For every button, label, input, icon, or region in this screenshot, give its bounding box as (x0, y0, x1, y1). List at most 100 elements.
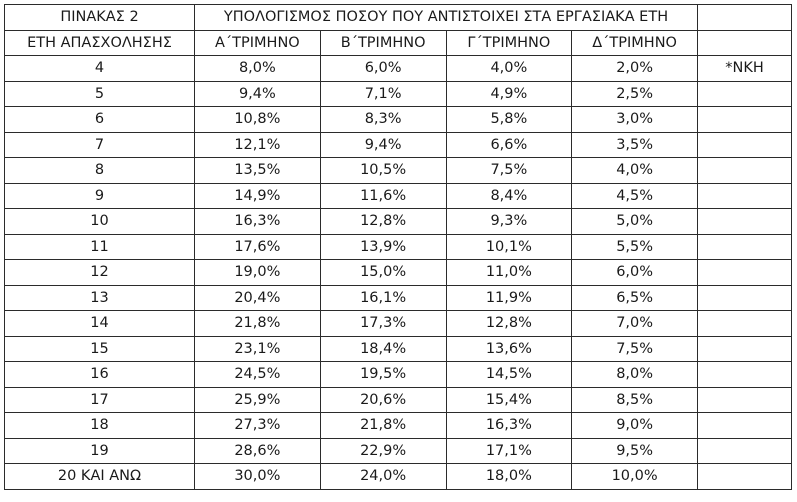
quarter-a-cell: 25,9% (194, 386, 321, 413)
years-cell: 10 (4, 208, 195, 235)
table-row: 20 ΚΑΙ ΑΝΩ 30,0% 24,0% 18,0% 10,0% (4, 463, 792, 490)
header-quarter-a: Α΄ΤΡΙΜΗΝΟ (194, 29, 321, 56)
header-quarter-b: Β΄ΤΡΙΜΗΝΟ (319, 29, 447, 56)
quarter-b-cell: 8,3% (319, 106, 447, 133)
quarter-c-cell: 9,3% (445, 208, 573, 235)
years-cell: 12 (4, 259, 195, 286)
title-row: ΠΙΝΑΚΑΣ 2 ΥΠΟΛΟΓΙΣΜΟΣ ΠΟΣΟΥ ΠΟΥ ΑΝΤΙΣΤΟΙ… (4, 4, 792, 31)
table-row: 7 12,1% 9,4% 6,6% 3,5% (4, 131, 792, 158)
percentage-table: ΠΙΝΑΚΑΣ 2 ΥΠΟΛΟΓΙΣΜΟΣ ΠΟΣΟΥ ΠΟΥ ΑΝΤΙΣΤΟΙ… (4, 4, 792, 490)
quarter-d-cell: 4,0% (571, 157, 698, 184)
table-row: 13 20,4% 16,1% 11,9% 6,5% (4, 284, 792, 311)
quarter-b-cell: 21,8% (319, 412, 447, 439)
empty-cell (697, 284, 792, 311)
years-cell: 19 (4, 437, 195, 464)
years-cell: 17 (4, 386, 195, 413)
quarter-d-cell: 6,5% (571, 284, 698, 311)
quarter-c-cell: 11,0% (445, 259, 573, 286)
quarter-a-cell: 9,4% (194, 80, 321, 107)
quarter-b-cell: 15,0% (319, 259, 447, 286)
table-row: 11 17,6% 13,9% 10,1% 5,5% (4, 233, 792, 260)
quarter-a-cell: 28,6% (194, 437, 321, 464)
years-cell: 16 (4, 361, 195, 388)
quarter-b-cell: 16,1% (319, 284, 447, 311)
quarter-a-cell: 10,8% (194, 106, 321, 133)
years-cell: 9 (4, 182, 195, 209)
quarter-a-cell: 13,5% (194, 157, 321, 184)
quarter-c-cell: 5,8% (445, 106, 573, 133)
empty-cell (697, 412, 792, 439)
quarter-d-cell: 9,0% (571, 412, 698, 439)
quarter-b-cell: 11,6% (319, 182, 447, 209)
quarter-d-cell: 7,0% (571, 310, 698, 337)
quarter-c-cell: 18,0% (445, 463, 573, 490)
empty-cell (697, 80, 792, 107)
table-row: 14 21,8% 17,3% 12,8% 7,0% (4, 310, 792, 337)
quarter-d-cell: 10,0% (571, 463, 698, 490)
table-row: 18 27,3% 21,8% 16,3% 9,0% (4, 412, 792, 439)
years-cell: 13 (4, 284, 195, 311)
quarter-c-cell: 16,3% (445, 412, 573, 439)
table-row: 9 14,9% 11,6% 8,4% 4,5% (4, 182, 792, 209)
quarter-a-cell: 14,9% (194, 182, 321, 209)
empty-cell (697, 386, 792, 413)
quarter-a-cell: 19,0% (194, 259, 321, 286)
quarter-c-cell: 7,5% (445, 157, 573, 184)
quarter-a-cell: 20,4% (194, 284, 321, 311)
quarter-c-cell: 13,6% (445, 335, 573, 362)
years-cell: 5 (4, 80, 195, 107)
table-caption-cell: ΥΠΟΛΟΓΙΣΜΟΣ ΠΟΣΟΥ ΠΟΥ ΑΝΤΙΣΤΟΙΧΕΙ ΣΤΑ ΕΡ… (194, 4, 698, 31)
table-row: 6 10,8% 8,3% 5,8% 3,0% (4, 106, 792, 133)
empty-cell (697, 335, 792, 362)
table-row: 4 8,0% 6,0% 4,0% 2,0% *ΝΚΗ (4, 55, 792, 82)
quarter-c-cell: 15,4% (445, 386, 573, 413)
quarter-d-cell: 8,5% (571, 386, 698, 413)
table-row: 15 23,1% 18,4% 13,6% 7,5% (4, 335, 792, 362)
table-row: 19 28,6% 22,9% 17,1% 9,5% (4, 437, 792, 464)
years-cell: 8 (4, 157, 195, 184)
quarter-d-cell: 2,5% (571, 80, 698, 107)
quarter-c-cell: 11,9% (445, 284, 573, 311)
quarter-b-cell: 7,1% (319, 80, 447, 107)
quarter-d-cell: 3,5% (571, 131, 698, 158)
empty-cell (697, 310, 792, 337)
years-cell: 6 (4, 106, 195, 133)
quarter-b-cell: 17,3% (319, 310, 447, 337)
quarter-c-cell: 6,6% (445, 131, 573, 158)
empty-cell (697, 208, 792, 235)
note-cell: *ΝΚΗ (697, 55, 792, 82)
empty-cell (697, 463, 792, 490)
table-row: 12 19,0% 15,0% 11,0% 6,0% (4, 259, 792, 286)
quarter-d-cell: 9,5% (571, 437, 698, 464)
quarter-a-cell: 30,0% (194, 463, 321, 490)
quarter-c-cell: 4,0% (445, 55, 573, 82)
empty-cell (697, 182, 792, 209)
table-row: 5 9,4% 7,1% 4,9% 2,5% (4, 80, 792, 107)
quarter-c-cell: 12,8% (445, 310, 573, 337)
quarter-b-cell: 6,0% (319, 55, 447, 82)
empty-cell (697, 233, 792, 260)
quarter-a-cell: 17,6% (194, 233, 321, 260)
table-row: 16 24,5% 19,5% 14,5% 8,0% (4, 361, 792, 388)
quarter-b-cell: 13,9% (319, 233, 447, 260)
quarter-d-cell: 8,0% (571, 361, 698, 388)
empty-cell (697, 106, 792, 133)
empty-cell (697, 361, 792, 388)
empty-cell (697, 437, 792, 464)
quarter-c-cell: 8,4% (445, 182, 573, 209)
quarter-a-cell: 24,5% (194, 361, 321, 388)
quarter-a-cell: 21,8% (194, 310, 321, 337)
years-cell: 11 (4, 233, 195, 260)
quarter-a-cell: 23,1% (194, 335, 321, 362)
quarter-d-cell: 5,0% (571, 208, 698, 235)
quarter-b-cell: 24,0% (319, 463, 447, 490)
table-row: 17 25,9% 20,6% 15,4% 8,5% (4, 386, 792, 413)
header-quarter-c: Γ΄ΤΡΙΜΗΝΟ (445, 29, 573, 56)
quarter-d-cell: 3,0% (571, 106, 698, 133)
years-cell: 4 (4, 55, 195, 82)
quarter-a-cell: 16,3% (194, 208, 321, 235)
quarter-a-cell: 8,0% (194, 55, 321, 82)
header-years: ΕΤΗ ΑΠΑΣΧΟΛΗΣΗΣ (4, 29, 195, 56)
empty-cell (697, 131, 792, 158)
header-note (697, 29, 792, 56)
